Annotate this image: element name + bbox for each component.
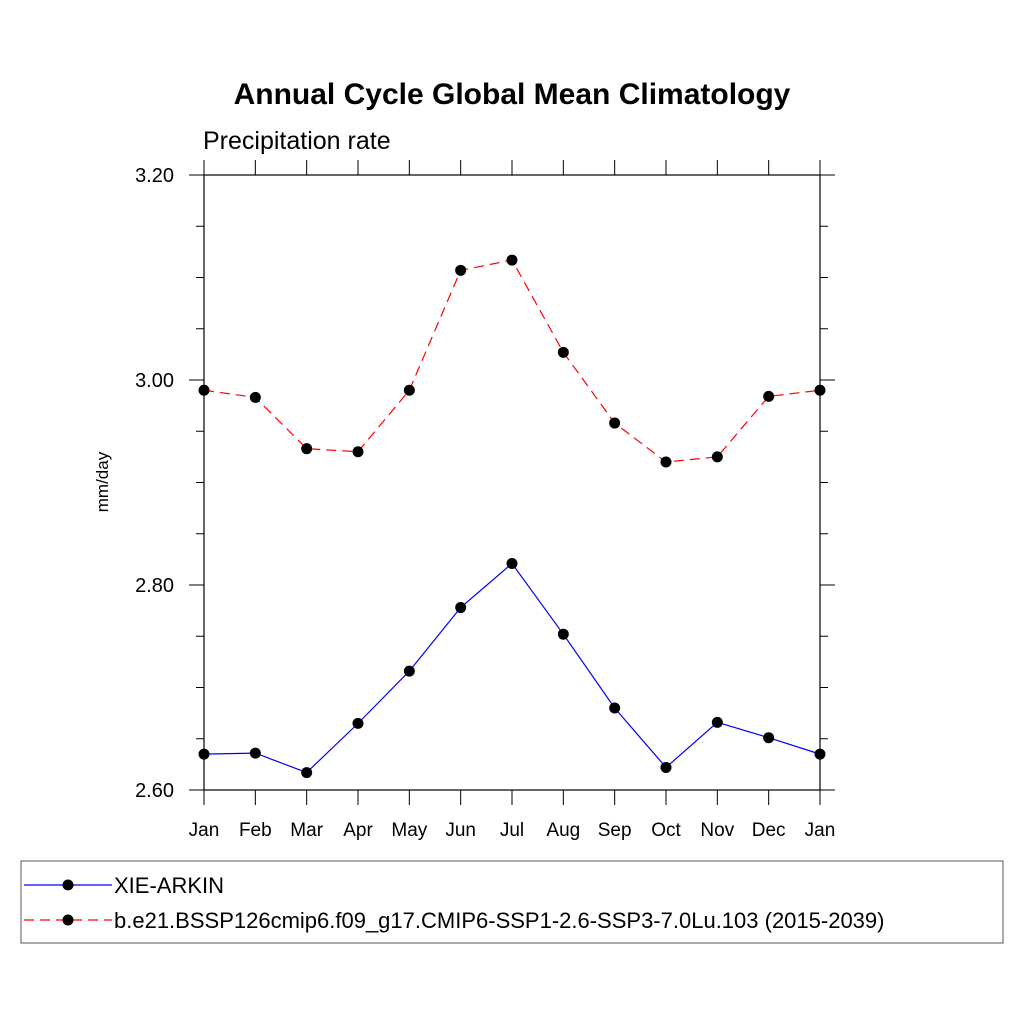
y-tick-label: 3.20 bbox=[135, 165, 174, 187]
chart-subtitle: Precipitation rate bbox=[203, 127, 391, 155]
x-tick-label: Jan bbox=[805, 820, 836, 841]
data-point bbox=[506, 557, 518, 569]
data-point bbox=[455, 602, 467, 614]
data-point bbox=[814, 384, 826, 396]
data-point bbox=[352, 717, 364, 729]
data-point bbox=[352, 446, 364, 458]
data-point bbox=[763, 732, 775, 744]
data-point bbox=[660, 761, 672, 773]
legend-marker bbox=[62, 879, 74, 891]
y-axis-label: mm/day bbox=[93, 451, 112, 512]
series-line-2 bbox=[203, 259, 821, 463]
legend-marker bbox=[62, 914, 74, 926]
ticks-layer: Jan Feb Mar Apr May Jun Jul Aug Sep Oct Nov Dec Jan 2… bbox=[135, 160, 835, 841]
x-tick-label: Nov bbox=[700, 820, 734, 841]
legend-label-1: XIE-ARKIN bbox=[114, 873, 224, 898]
legend-box bbox=[20, 860, 1004, 944]
data-point bbox=[557, 346, 569, 358]
data-point bbox=[403, 665, 415, 677]
x-tick-label: Apr bbox=[343, 820, 373, 841]
data-point bbox=[609, 417, 621, 429]
data-point bbox=[301, 767, 313, 779]
data-point bbox=[557, 628, 569, 640]
chart-title: Annual Cycle Global Mean Climatology bbox=[234, 78, 791, 111]
y-tick-label: 2.60 bbox=[135, 780, 174, 802]
data-point bbox=[249, 747, 261, 759]
x-tick-label: Mar bbox=[290, 820, 323, 841]
y-tick-label: 3.00 bbox=[135, 370, 174, 392]
series-line-1 bbox=[203, 562, 821, 774]
data-point bbox=[455, 264, 467, 276]
data-point bbox=[198, 748, 210, 760]
series-layer bbox=[198, 254, 826, 779]
x-tick-label: Jul bbox=[500, 820, 524, 841]
x-tick-label: May bbox=[391, 820, 427, 841]
x-tick-label: Aug bbox=[546, 820, 580, 841]
x-tick-label: Feb bbox=[239, 820, 272, 841]
data-point bbox=[249, 391, 261, 403]
x-tick-label: Dec bbox=[752, 820, 786, 841]
x-tick-label: Sep bbox=[598, 820, 632, 841]
plot-frame bbox=[203, 174, 821, 791]
x-tick-label: Oct bbox=[651, 820, 681, 841]
x-tick-label: Jun bbox=[445, 820, 476, 841]
data-point bbox=[711, 716, 723, 728]
data-point bbox=[814, 748, 826, 760]
legend-label-2: b.e21.BSSP126cmip6.f09_g17.CMIP6-SSP1-2.… bbox=[114, 908, 884, 933]
data-point bbox=[403, 384, 415, 396]
data-point bbox=[609, 702, 621, 714]
data-point bbox=[763, 390, 775, 402]
data-point bbox=[301, 443, 313, 455]
x-tick-label: Jan bbox=[189, 820, 220, 841]
data-point bbox=[198, 384, 210, 396]
legend: XIE-ARKIN b.e21.BSSP126cmip6.f09_g17.CMIP… bbox=[20, 860, 1004, 944]
data-point bbox=[506, 254, 518, 266]
data-point bbox=[660, 456, 672, 468]
y-tick-label: 2.80 bbox=[135, 575, 174, 597]
data-point bbox=[711, 451, 723, 463]
